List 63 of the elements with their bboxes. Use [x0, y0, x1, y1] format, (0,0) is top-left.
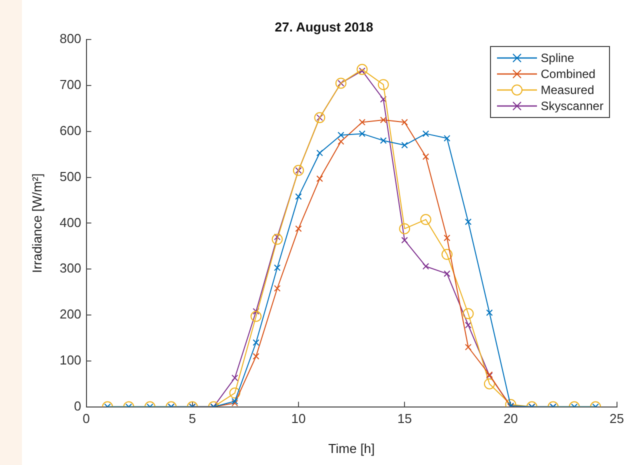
point — [422, 130, 430, 138]
point — [338, 132, 344, 138]
point — [444, 270, 450, 278]
point — [444, 134, 450, 142]
point — [380, 116, 387, 124]
point — [422, 153, 430, 160]
x-tick-label: 20 — [503, 411, 518, 426]
point — [272, 234, 283, 245]
point — [314, 112, 326, 124]
point — [338, 138, 344, 145]
y-tick-label: 400 — [60, 214, 82, 230]
y-tick-label: 600 — [60, 122, 82, 138]
point — [378, 79, 389, 90]
point — [484, 378, 495, 390]
point — [316, 175, 324, 182]
x-tick-label: 25 — [610, 411, 624, 426]
point — [380, 96, 387, 103]
point — [399, 223, 410, 234]
y-tick-label: 300 — [60, 260, 82, 276]
point — [252, 308, 260, 315]
point — [380, 137, 387, 144]
point — [422, 263, 430, 270]
y-tick-label: 100 — [60, 352, 82, 368]
y-tick-label: 500 — [60, 168, 82, 184]
point — [356, 64, 368, 75]
x-axis-title: Time [h] — [328, 440, 375, 456]
chart-title: 27. August 2018 — [274, 19, 374, 34]
point — [292, 164, 304, 176]
point — [358, 130, 366, 138]
point — [252, 339, 260, 346]
x-tick-label: 15 — [397, 411, 412, 426]
point — [420, 214, 432, 226]
legend-label: Measured — [540, 82, 594, 97]
point — [401, 142, 408, 148]
point — [401, 236, 408, 244]
legend-label: Combined — [540, 66, 596, 81]
point — [464, 322, 472, 328]
point — [252, 352, 260, 360]
y-tick-label: 0 — [74, 398, 82, 414]
y-tick-label: 800 — [60, 31, 82, 46]
legend-label: Spline — [540, 50, 574, 65]
point — [316, 150, 324, 156]
point — [295, 225, 302, 232]
y-axis-title: Irradiance [W/m²] — [29, 173, 44, 274]
y-tick-label: 200 — [60, 306, 82, 322]
point — [464, 344, 472, 350]
point — [444, 234, 450, 242]
point — [274, 264, 281, 272]
point — [250, 310, 262, 322]
point — [274, 285, 281, 292]
point — [462, 308, 474, 320]
point — [442, 248, 453, 260]
point — [464, 218, 472, 226]
point — [486, 309, 493, 316]
point — [231, 374, 238, 382]
point — [295, 193, 302, 200]
point — [358, 118, 366, 126]
point — [401, 118, 408, 126]
y-tick-label: 700 — [60, 77, 82, 92]
legend-label: Skyscanner — [540, 98, 604, 113]
x-tick-label: 10 — [291, 411, 306, 426]
x-tick-label: 5 — [188, 411, 196, 426]
point — [335, 78, 346, 89]
